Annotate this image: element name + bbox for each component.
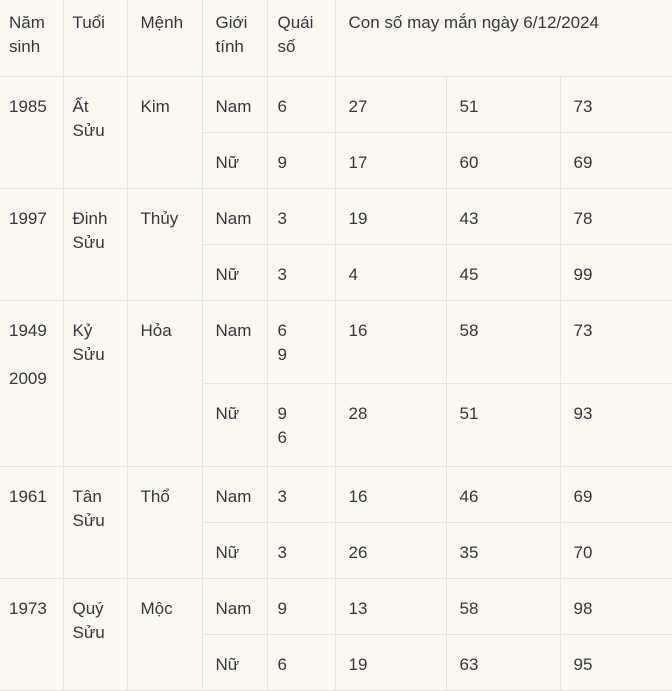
cell-lucky-number: 35	[446, 522, 561, 579]
cell-gender: Nam	[202, 578, 268, 635]
cell-lucky-number: 43	[446, 188, 561, 245]
table-row: 1949 2009 Kỷ Sửu Hỏa Nam 6 9 16 58 73	[0, 300, 672, 467]
col-header-birth-year: Năm sinh	[0, 0, 64, 77]
cell-quai-so: 9	[267, 132, 336, 189]
cell-lucky-number: 45	[446, 244, 561, 301]
cell-birth-year: 1997	[0, 188, 64, 301]
cell-element: Kim	[127, 76, 203, 189]
cell-lucky-number: 19	[335, 634, 447, 691]
cell-gender: Nam	[202, 76, 268, 133]
quai-so-line: 9	[277, 403, 287, 423]
cell-lucky-number: 70	[560, 522, 672, 579]
cell-gender: Nữ	[202, 383, 268, 467]
cell-lucky-number: 46	[446, 466, 561, 523]
table-row: Nữ 9 6 28 51 93	[0, 383, 672, 467]
cell-lucky-number: 73	[560, 76, 672, 133]
birth-year-value: 1997	[9, 208, 47, 228]
cell-lucky-number: 16	[335, 300, 447, 384]
cell-quai-so: 3	[267, 522, 336, 579]
cell-gender: Nữ	[202, 522, 268, 579]
birth-year-value: 1973	[9, 598, 47, 618]
birth-year-value: 2009	[9, 368, 47, 388]
table-row: 1997 Đinh Sửu Thủy Nam 3 19 43 78	[0, 188, 672, 301]
table-row: Nữ 3 4 45 99	[0, 244, 672, 301]
cell-birth-year: 1961	[0, 466, 64, 579]
table-row: 1961 Tân Sửu Thổ Nam 3 16 46 69	[0, 466, 672, 579]
cell-quai-so: 9	[267, 578, 336, 635]
cell-lucky-number: 17	[335, 132, 447, 189]
cell-gender: Nam	[202, 466, 268, 523]
table-row: Nữ 3 26 35 70	[0, 522, 672, 579]
cell-lucky-number: 69	[560, 466, 672, 523]
cell-lucky-number: 95	[560, 634, 672, 691]
cell-lucky-number: 93	[560, 383, 672, 467]
birth-year-value: 1985	[9, 96, 47, 116]
cell-lucky-number: 60	[446, 132, 561, 189]
cell-lucky-number: 28	[335, 383, 447, 467]
cell-quai-so: 6 9	[267, 300, 336, 384]
cell-lucky-number: 63	[446, 634, 561, 691]
col-header-lucky-numbers: Con số may mắn ngày 6/12/2024	[335, 0, 672, 77]
cell-lucky-number: 51	[446, 383, 561, 467]
cell-lucky-number: 19	[335, 188, 447, 245]
birth-year-value: 1949	[9, 320, 47, 340]
cell-element: Mộc	[127, 578, 203, 691]
col-header-quai-so: Quái số	[267, 0, 336, 77]
cell-gender: Nữ	[202, 634, 268, 691]
quai-so-line: 6	[277, 320, 287, 340]
cell-zodiac: Quý Sửu	[63, 578, 128, 691]
cell-element: Thủy	[127, 188, 203, 301]
cell-lucky-number: 27	[335, 76, 447, 133]
birth-year-value: 1961	[9, 486, 47, 506]
cell-birth-year: 1985	[0, 76, 64, 189]
col-header-element: Mệnh	[127, 0, 203, 77]
cell-gender: Nữ	[202, 244, 268, 301]
cell-zodiac: Đinh Sửu	[63, 188, 128, 301]
cell-gender: Nam	[202, 300, 268, 384]
cell-lucky-number: 4	[335, 244, 447, 301]
cell-quai-so: 3	[267, 244, 336, 301]
cell-quai-so: 6	[267, 634, 336, 691]
cell-gender: Nữ	[202, 132, 268, 189]
cell-zodiac: Kỷ Sửu	[63, 300, 128, 467]
cell-lucky-number: 13	[335, 578, 447, 635]
header-row: Năm sinh Tuổi Mệnh Giới tính Quái số Con…	[0, 0, 672, 77]
cell-element: Thổ	[127, 466, 203, 579]
cell-quai-so: 9 6	[267, 383, 336, 467]
cell-lucky-number: 99	[560, 244, 672, 301]
cell-lucky-number: 26	[335, 522, 447, 579]
cell-lucky-number: 58	[446, 300, 561, 384]
col-header-gender: Giới tính	[202, 0, 268, 77]
cell-lucky-number: 16	[335, 466, 447, 523]
table-row: 1973 Quý Sửu Mộc Nam 9 13 58 98	[0, 578, 672, 691]
cell-lucky-number: 51	[446, 76, 561, 133]
quai-so-line: 6	[277, 427, 287, 447]
cell-lucky-number: 98	[560, 578, 672, 635]
cell-birth-year: 1973	[0, 578, 64, 691]
table-row: Nữ 9 17 60 69	[0, 132, 672, 189]
cell-gender: Nam	[202, 188, 268, 245]
cell-quai-so: 3	[267, 466, 336, 523]
cell-zodiac: Ất Sửu	[63, 76, 128, 189]
cell-lucky-number: 78	[560, 188, 672, 245]
cell-lucky-number: 58	[446, 578, 561, 635]
cell-quai-so: 3	[267, 188, 336, 245]
cell-birth-year: 1949 2009	[0, 300, 64, 467]
cell-element: Hỏa	[127, 300, 203, 467]
table-row: 1985 Ất Sửu Kim Nam 6 27 51 73	[0, 76, 672, 189]
col-header-zodiac: Tuổi	[63, 0, 128, 77]
cell-lucky-number: 73	[560, 300, 672, 384]
cell-zodiac: Tân Sửu	[63, 466, 128, 579]
quai-so-line: 9	[277, 344, 287, 364]
cell-lucky-number: 69	[560, 132, 672, 189]
cell-quai-so: 6	[267, 76, 336, 133]
